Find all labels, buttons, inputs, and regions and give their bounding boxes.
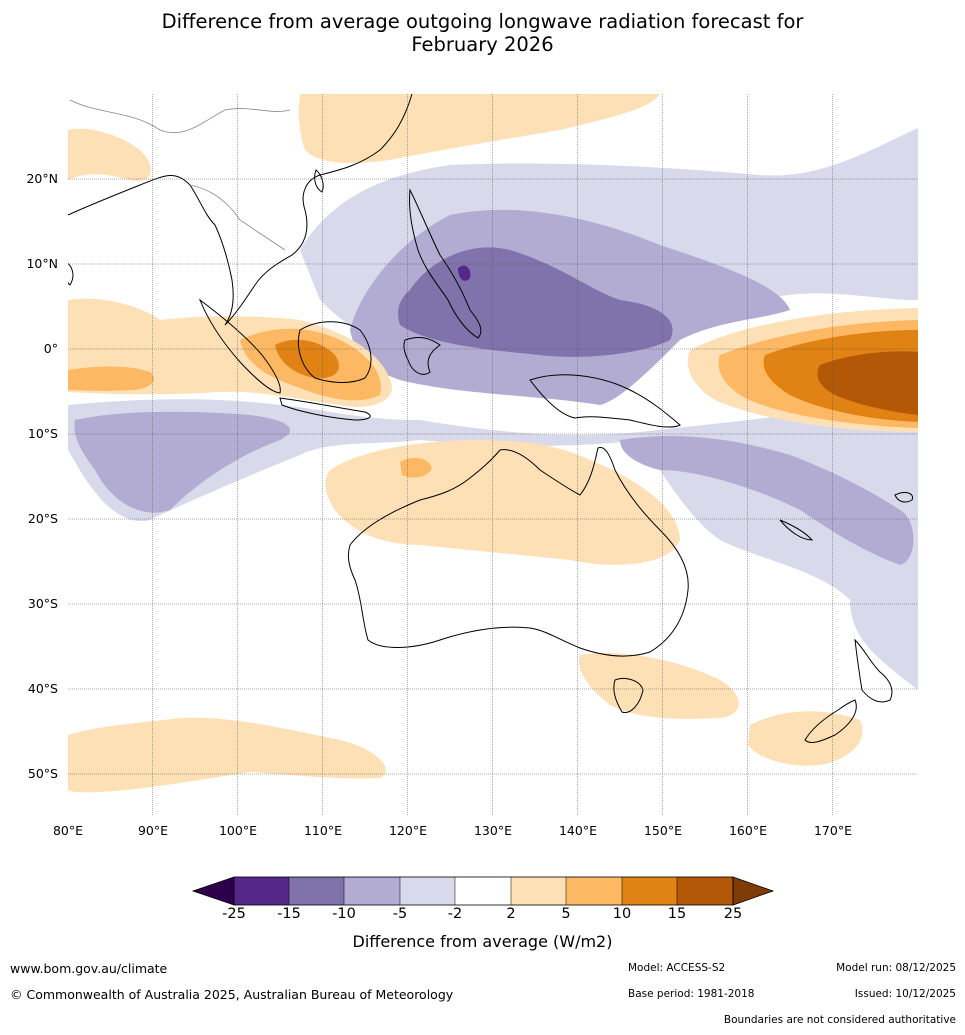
coast-new-zealand-north	[854, 638, 893, 703]
neg-max-spot	[458, 265, 471, 281]
neg-south-pacific	[620, 435, 914, 565]
colorbar-tick: -15	[277, 906, 301, 922]
colorbar-bin-3	[344, 877, 400, 905]
colorbar-extend-high	[732, 876, 775, 906]
pos-australia-north-med	[400, 457, 432, 478]
pos-north-china	[298, 94, 660, 163]
coast-tasmania	[613, 677, 644, 714]
colorbar-dividers	[288, 877, 678, 905]
colorbar-bin-9	[677, 877, 733, 905]
coast-new-caledonia	[779, 519, 814, 541]
title-line-2: February 2026	[411, 33, 554, 56]
colorbar-tick: 2	[506, 906, 516, 922]
pos-new-zealand	[748, 711, 863, 766]
lat-label-20n: 20°N	[26, 171, 58, 186]
coast-borneo	[297, 321, 372, 383]
pos-borneo-core	[275, 339, 339, 379]
lon-label-140e: 140°E	[558, 823, 597, 838]
colorbar-bin-2	[289, 877, 344, 905]
coast-sumatra	[198, 298, 281, 394]
colorbar-extend-low	[191, 876, 235, 906]
colorbar-bin-8	[622, 877, 677, 905]
colorbar-tick: -25	[222, 906, 246, 922]
coast-new-guinea	[529, 374, 681, 428]
coast-new-zealand-south	[804, 699, 857, 743]
lat-label-10n: 10°N	[26, 256, 58, 271]
pos-southeast-australia	[579, 652, 739, 719]
colorbar-frame	[233, 876, 734, 906]
model-info: Model: ACCESS-S2	[628, 962, 726, 974]
coast-australia	[347, 446, 689, 657]
border-china	[69, 99, 291, 134]
lat-label-20s: 20°S	[27, 511, 58, 526]
border-indochina	[189, 184, 286, 251]
lon-label-90e: 90°E	[137, 823, 169, 838]
chart-title: Difference from average outgoing longwav…	[0, 10, 965, 56]
lat-label-30s: 30°S	[27, 596, 58, 611]
coast-fiji	[894, 492, 914, 503]
colorbar-tick: -10	[332, 906, 356, 922]
coast-philippines	[409, 188, 482, 339]
lat-label-10s: 10°S	[27, 426, 58, 441]
lon-label-80e: 80°E	[52, 823, 84, 838]
issued-info: Issued: 10/12/2025	[854, 988, 956, 1000]
colorbar-bin-1	[234, 877, 289, 905]
coastlines	[68, 94, 914, 743]
lon-label-120e: 120°E	[388, 823, 427, 838]
gridlines	[68, 94, 918, 815]
coast-sri-lanka	[68, 262, 74, 286]
copyright-text: © Commonwealth of Australia 2025, Austra…	[10, 987, 454, 1002]
model-run-info: Model run: 08/12/2025	[836, 962, 956, 974]
colorbar-bin-4	[400, 877, 455, 905]
lat-label-50s: 50°S	[27, 766, 58, 781]
colorbar-tick: 5	[561, 906, 571, 922]
neg-indian-ocean	[74, 411, 290, 513]
colorbar-tick: -2	[447, 906, 463, 922]
colorbar-tick: 25	[723, 906, 743, 922]
colorbar-tick: 15	[667, 906, 687, 922]
base-period-info: Base period: 1981-2018	[628, 988, 755, 1000]
anomaly-field	[68, 94, 918, 793]
lat-label-0: 0°	[43, 341, 58, 356]
boundaries-disclaimer: Boundaries are not considered authoritat…	[723, 1014, 956, 1026]
country-borders	[69, 99, 291, 251]
pos-central-pacific-max	[817, 351, 918, 415]
lon-label-150e: 150°E	[643, 823, 682, 838]
pos-india	[68, 128, 151, 181]
lon-label-170e: 170°E	[813, 823, 852, 838]
lon-label-160e: 160°E	[728, 823, 767, 838]
coast-asia-mainland	[68, 94, 413, 326]
pos-equatorial-indian-med	[68, 366, 154, 391]
lon-label-130e: 130°E	[473, 823, 512, 838]
colorbar-bin-6	[511, 877, 566, 905]
colorbar-tick: 10	[612, 906, 632, 922]
pos-southern-ocean	[68, 717, 386, 793]
lon-label-100e: 100°E	[218, 823, 257, 838]
website-link[interactable]: www.bom.gov.au/climate	[10, 961, 168, 976]
colorbar-label: Difference from average (W/m2)	[352, 932, 613, 951]
colorbar	[191, 876, 775, 906]
coast-java	[279, 397, 371, 421]
coast-taiwan	[314, 169, 324, 193]
colorbar-tick: -5	[392, 906, 408, 922]
title-line-1: Difference from average outgoing longwav…	[161, 10, 804, 33]
coast-sulawesi	[403, 337, 441, 375]
lat-label-40s: 40°S	[27, 681, 58, 696]
colorbar-bin-7	[566, 877, 622, 905]
colorbar-bin-5	[455, 877, 511, 905]
lon-label-110e: 110°E	[303, 823, 342, 838]
